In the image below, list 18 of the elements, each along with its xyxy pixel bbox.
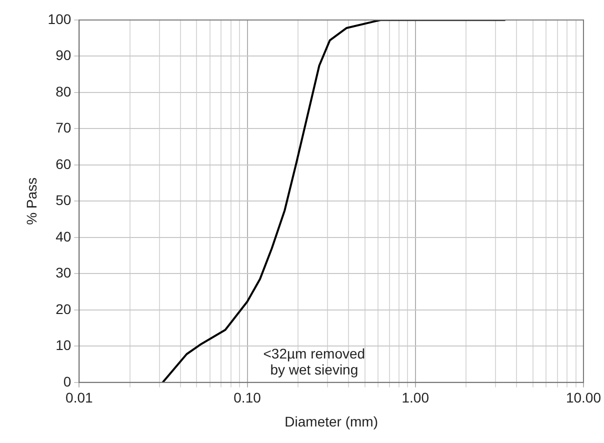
y-axis-title: % Pass <box>23 177 40 225</box>
y-tick-label: 10 <box>56 337 72 354</box>
y-tick-label: 90 <box>56 47 72 64</box>
x-tick-label: 0.01 <box>66 390 93 406</box>
y-tick-label: 100 <box>48 10 72 27</box>
y-tick-label: 40 <box>56 228 72 244</box>
annotation: <32µm removed by wet sieving <box>263 345 366 378</box>
y-tick-label: 0 <box>63 373 72 390</box>
x-tick-label: 1.00 <box>402 390 430 406</box>
y-tick-label: 80 <box>56 83 72 100</box>
y-tick-label: 50 <box>56 192 72 208</box>
y-tick-label: 70 <box>56 120 72 136</box>
x-tick-label: 10.00 <box>566 390 602 406</box>
x-axis-title: Diameter (mm) <box>284 413 378 430</box>
x-tick-label: 0.10 <box>234 390 262 406</box>
y-tick-label: 60 <box>56 156 72 172</box>
y-tick-label: 30 <box>56 264 72 281</box>
y-tick-label: 20 <box>56 300 72 317</box>
